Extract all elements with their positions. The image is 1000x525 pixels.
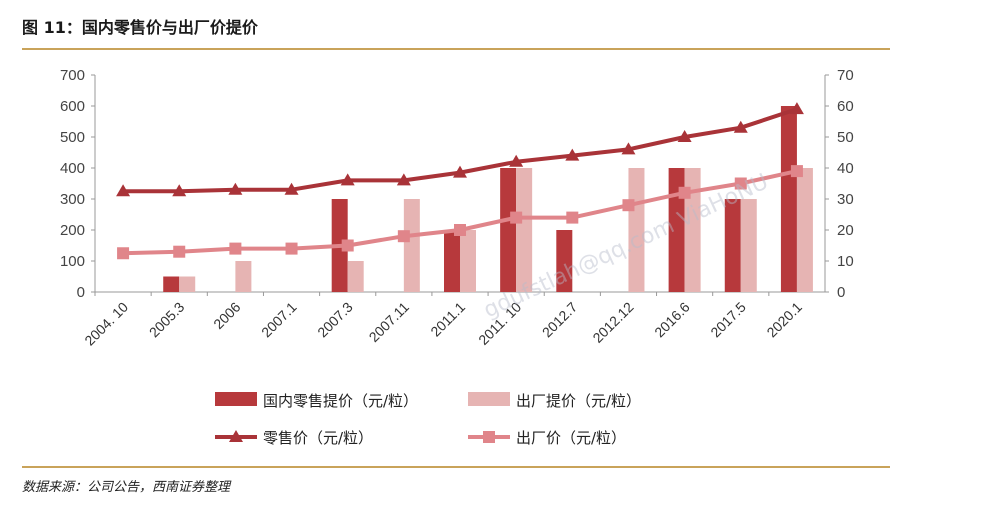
factory-price-marker [510, 211, 523, 224]
retail-price-marker [340, 173, 355, 186]
x-tick-label: 2011.1 [427, 299, 468, 340]
retail-price-marker [396, 173, 411, 186]
retail-increase-bar [724, 199, 741, 292]
right-tick-label: 20 [837, 222, 854, 239]
bottom-divider [22, 466, 890, 468]
retail-price-marker [565, 148, 580, 161]
bar-series [163, 106, 813, 292]
x-tick-label: 2006 [210, 299, 243, 332]
legend-factory-increase-swatch [468, 392, 510, 406]
right-tick-label: 70 [837, 67, 854, 84]
retail-increase-bar [780, 106, 797, 292]
factory-price-marker [790, 165, 803, 178]
x-tick-label: 2005.3 [146, 299, 188, 341]
legend-factory-price-marker [483, 431, 495, 443]
x-tick-label: 2016.6 [651, 299, 693, 341]
legend-retail-price-marker [229, 430, 243, 442]
retail-increase-bar [500, 168, 517, 292]
top-divider [22, 48, 890, 50]
combo-chart: 0 100 200 300 400 500 600 700 0 10 20 30 40 50 60 70 200… [60, 67, 854, 447]
legend-retail-price-label: 零售价（元/粒） [263, 429, 373, 447]
retail-price-marker [621, 142, 636, 155]
retail-price-marker [789, 102, 804, 115]
factory-increase-bar [179, 276, 196, 292]
left-tick-label: 300 [60, 191, 85, 208]
factory-price-marker [397, 230, 410, 243]
factory-increase-bar [628, 168, 645, 292]
right-tick-label: 30 [837, 191, 854, 208]
retail-increase-bar [556, 230, 573, 292]
retail-price-marker [677, 130, 692, 142]
factory-price-marker [454, 224, 466, 236]
retail-price-marker [453, 165, 467, 178]
retail-price-marker [284, 182, 299, 195]
x-tick-label: 2017.5 [707, 299, 749, 341]
factory-increase-bar [403, 199, 420, 292]
factory-price-marker [117, 247, 130, 260]
x-tick-label: 2004. 10 [81, 299, 131, 349]
factory-increase-bar [516, 168, 533, 292]
factory-increase-bar [235, 261, 252, 292]
retail-increase-bar [163, 276, 180, 292]
chart-legend: 国内零售提价（元/粒） 出厂提价（元/粒） 零售价（元/粒） 出厂价（元/粒） [215, 392, 641, 447]
legend-retail-increase-label: 国内零售提价（元/粒） [263, 392, 418, 410]
legend-factory-price-label: 出厂价（元/粒） [516, 429, 626, 447]
left-tick-label: 0 [77, 284, 85, 301]
retail-increase-bar [668, 168, 685, 292]
x-tick-label: 2007.1 [258, 299, 300, 341]
factory-price-marker [229, 242, 242, 255]
x-tick-label: 2020.1 [763, 299, 805, 341]
line-series [116, 102, 804, 260]
left-tick-label: 600 [60, 98, 85, 115]
factory-price-marker [734, 177, 747, 190]
retail-increase-bar [444, 230, 460, 292]
left-tick-label: 400 [60, 160, 85, 177]
factory-increase-bar [740, 199, 757, 292]
factory-increase-bar [796, 168, 813, 292]
right-tick-label: 50 [837, 129, 854, 146]
left-tick-label: 500 [60, 129, 85, 146]
retail-price-marker [228, 182, 243, 195]
left-tick-label: 700 [60, 67, 85, 84]
factory-price-marker [678, 186, 691, 199]
factory-increase-bar [347, 261, 364, 292]
retail-price-marker [172, 184, 187, 197]
retail-price-marker [733, 120, 748, 133]
retail-price-marker [509, 154, 524, 167]
left-tick-label: 100 [60, 253, 85, 270]
factory-price-marker [341, 239, 354, 252]
right-tick-label: 60 [837, 98, 854, 115]
factory-price-marker [622, 199, 635, 212]
legend-retail-increase-swatch [215, 392, 257, 406]
page-title: 图 11：国内零售价与出厂价提价 [22, 18, 258, 37]
x-tick-label: 2012.7 [539, 299, 581, 341]
right-tick-label: 10 [837, 253, 854, 270]
right-tick-label: 40 [837, 160, 854, 177]
x-tick-label: 2007.3 [314, 299, 356, 341]
left-tick-label: 200 [60, 222, 85, 239]
retail-price-marker [116, 184, 131, 197]
source-note: 数据来源：公司公告，西南证券整理 [22, 480, 231, 495]
factory-price-marker [566, 211, 579, 224]
factory-price-marker [173, 245, 186, 258]
factory-increase-bar [684, 168, 701, 292]
factory-increase-bar [460, 230, 476, 292]
factory-price-marker [285, 242, 298, 255]
x-tick-label: 2012.12 [589, 299, 636, 346]
x-tick-label: 2007.11 [366, 299, 413, 346]
right-tick-label: 0 [837, 284, 845, 301]
legend-factory-increase-label: 出厂提价（元/粒） [516, 392, 641, 410]
